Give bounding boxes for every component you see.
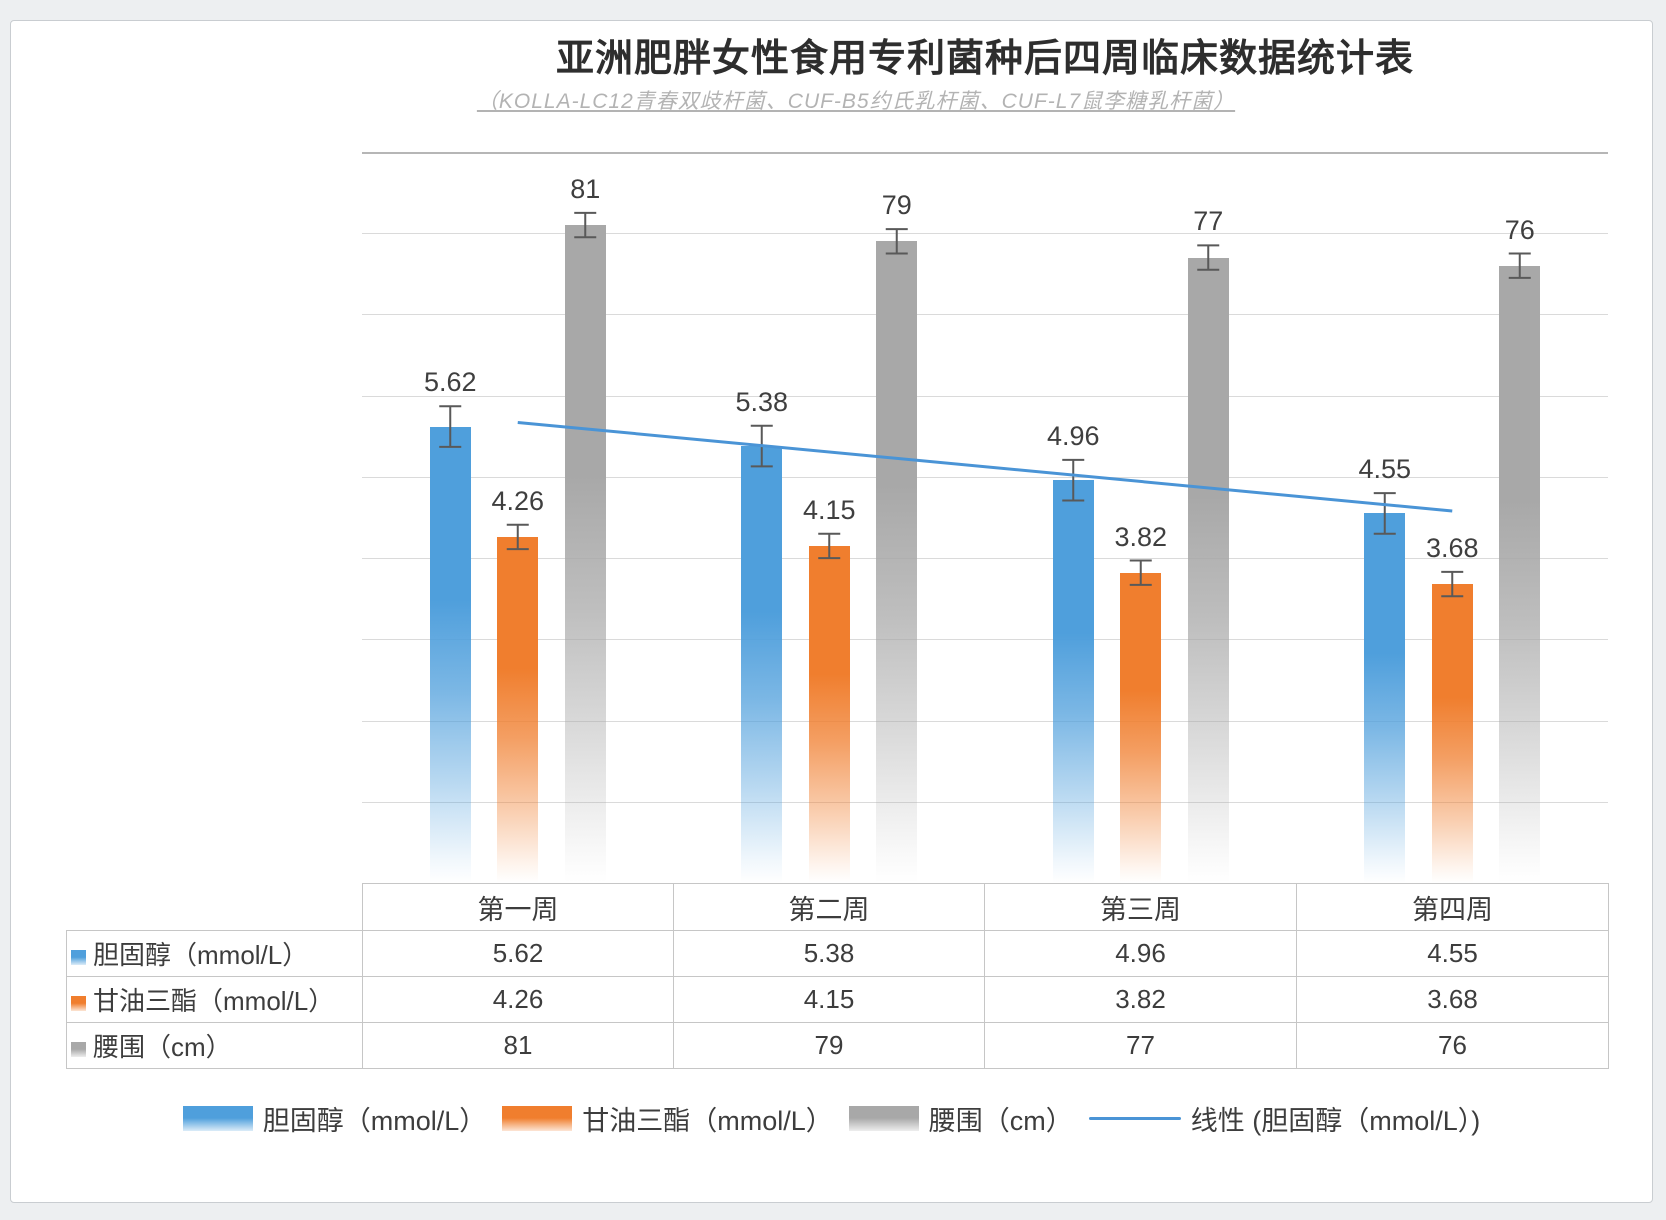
series-label: 胆固醇（mmol/L）: [93, 940, 309, 970]
legend-item-waist: 腰围（cm）: [848, 1099, 1073, 1138]
legend-label: 胆固醇（mmol/L）: [262, 1106, 487, 1136]
chart-subtitle: （KOLLA-LC12青春双歧杆菌、CUF-B5约氏乳杆菌、CUF-L7鼠李糖乳…: [476, 90, 1236, 113]
triglyceride-series-key-icon: [71, 996, 86, 1011]
waist-value-label-week-4: 76: [1504, 214, 1535, 245]
week-column-header: 第二周: [673, 883, 985, 931]
chart-canvas: 亚洲肥胖女性食用专利菌种后四周临床数据统计表 （KOLLA-LC12青春双歧杆菌…: [10, 20, 1653, 1203]
waist-series-key-icon: [71, 1042, 86, 1057]
waist-value-label-week-1: 81: [570, 173, 601, 204]
legend-item-cholesterol: 胆固醇（mmol/L）: [182, 1099, 487, 1138]
week-column-header: 第一周: [362, 883, 674, 931]
cholesterol-bar-week-4: [1364, 513, 1406, 883]
chart-title: 亚洲肥胖女性食用专利菌种后四周临床数据统计表: [555, 38, 1414, 80]
table-cell: 3.68: [1296, 976, 1609, 1023]
cholesterol-bar-week-1: [429, 426, 471, 883]
table-cell: 4.26: [362, 976, 674, 1023]
data-table: 第一周 第二周 第三周 第四周 胆固醇（mmol/L） 5.62 5.38 4.…: [66, 883, 1609, 1069]
cholesterol-legend-key-icon: [182, 1106, 253, 1131]
waist-bar-week-2: [876, 241, 918, 883]
table-cell: 77: [984, 1022, 1297, 1069]
triglyceride-bar-week-1: [497, 537, 539, 883]
legend-item-triglyceride: 甘油三酯（mmol/L）: [502, 1099, 833, 1138]
week-column-header: 第三周: [984, 883, 1297, 931]
table-row-triglyceride: 甘油三酯（mmol/L） 4.26 4.15 3.82 3.68: [66, 976, 1609, 1023]
waist-bar-week-4: [1499, 265, 1541, 883]
triglyceride-value-label-week-3: 3.82: [1114, 521, 1168, 552]
table-cell: 76: [1296, 1022, 1609, 1069]
waist-legend-key-icon: [848, 1106, 919, 1131]
waist-value-label-week-2: 79: [881, 190, 912, 221]
triglyceride-bar-week-4: [1431, 584, 1473, 883]
trendline: [517, 420, 1453, 513]
legend-label: 线性 (胆固醇（mmol/L）): [1190, 1106, 1481, 1136]
week-column-header: 第四周: [1296, 883, 1609, 931]
cholesterol-value-label-week-2: 5.38: [735, 386, 789, 417]
chart-legend: 胆固醇（mmol/L） 甘油三酯（mmol/L） 腰围（cm） 线性 (胆固醇（…: [11, 1099, 1652, 1138]
cholesterol-value-label-week-3: 4.96: [1046, 420, 1100, 451]
triglyceride-bar-week-2: [808, 545, 850, 883]
cholesterol-bar-week-2: [741, 446, 783, 883]
table-cell: 79: [673, 1022, 985, 1069]
table-cell: 4.55: [1296, 930, 1609, 977]
gridline: [362, 801, 1608, 803]
table-cell: 5.62: [362, 930, 674, 977]
waist-value-label-week-3: 77: [1193, 206, 1224, 237]
table-cell: 81: [362, 1022, 674, 1069]
legend-label: 甘油三酯（mmol/L）: [582, 1106, 833, 1136]
table-cell: 4.15: [673, 976, 985, 1023]
gridline: [362, 233, 1608, 235]
plot-overlay: [439, 211, 1531, 598]
row-header-cholesterol: 胆固醇（mmol/L）: [66, 930, 363, 977]
plot-area: 5.62 5.38 4.96 4.55 4.26 4.15 3.82 3.68 81 79 77 76: [362, 152, 1608, 883]
series-label: 甘油三酯（mmol/L）: [93, 986, 335, 1016]
plot-top-border: [362, 152, 1608, 154]
series-label: 腰围（cm）: [93, 1032, 232, 1062]
legend-item-trendline: 线性 (胆固醇（mmol/L）): [1088, 1099, 1481, 1138]
triglyceride-value-label-week-2: 4.15: [802, 494, 856, 525]
waist-bar-week-3: [1187, 257, 1229, 883]
cholesterol-value-label-week-1: 5.62: [423, 367, 477, 398]
trend-legend-line-icon: [1088, 1117, 1181, 1120]
triglyceride-value-label-week-4: 3.68: [1425, 532, 1479, 563]
table-cell: 5.38: [673, 930, 985, 977]
waist-bar-week-1: [564, 225, 606, 883]
triglyceride-bar-week-3: [1120, 572, 1162, 883]
gridline: [362, 720, 1608, 722]
gridline: [362, 639, 1608, 641]
table-cell: 4.96: [984, 930, 1297, 977]
cholesterol-bar-week-3: [1052, 480, 1094, 883]
legend-label: 腰围（cm）: [928, 1106, 1073, 1136]
gridline: [362, 395, 1608, 397]
table-header-row: 第一周 第二周 第三周 第四周: [67, 883, 1609, 931]
gridline: [362, 314, 1608, 316]
row-header-waist: 腰围（cm）: [66, 1022, 363, 1069]
table-row-cholesterol: 胆固醇（mmol/L） 5.62 5.38 4.96 4.55: [66, 930, 1609, 977]
table-corner-cell: [67, 884, 363, 931]
row-header-triglyceride: 甘油三酯（mmol/L）: [66, 976, 363, 1023]
table-cell: 3.82: [984, 976, 1297, 1023]
cholesterol-series-key-icon: [71, 950, 86, 965]
cholesterol-value-label-week-4: 4.55: [1358, 454, 1412, 485]
triglyceride-value-label-week-1: 4.26: [491, 485, 545, 516]
table-row-waist: 腰围（cm） 81 79 77 76: [66, 1022, 1609, 1069]
triglyceride-legend-key-icon: [502, 1106, 573, 1131]
gridline: [362, 558, 1608, 560]
